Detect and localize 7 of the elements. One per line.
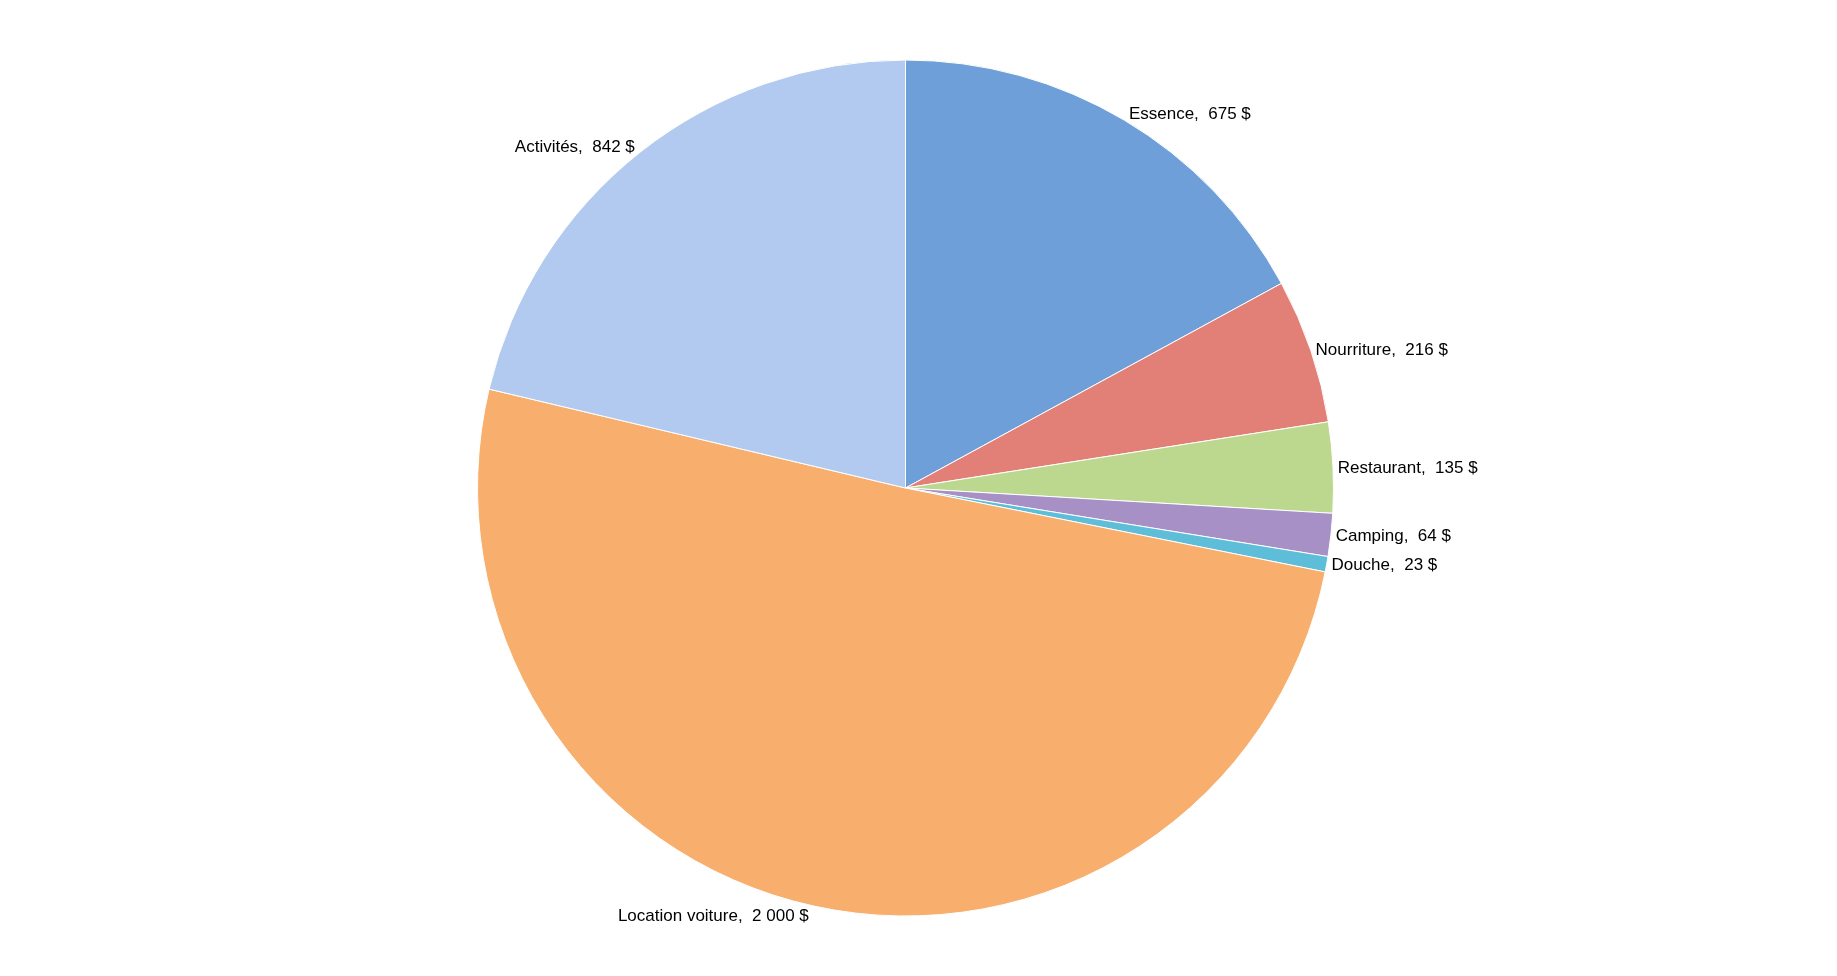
slice-label: Camping, 64 $ bbox=[1335, 525, 1452, 545]
slice-label: Restaurant, 135 $ bbox=[1337, 457, 1479, 477]
slice-label: Douche, 23 $ bbox=[1331, 555, 1438, 575]
slice-label: Activités, 842 $ bbox=[514, 136, 636, 156]
slice-label: Nourriture, 216 $ bbox=[1315, 340, 1449, 360]
slice-label: Essence, 675 $ bbox=[1128, 103, 1252, 123]
slice-label: Location voiture, 2 000 $ bbox=[617, 905, 810, 925]
